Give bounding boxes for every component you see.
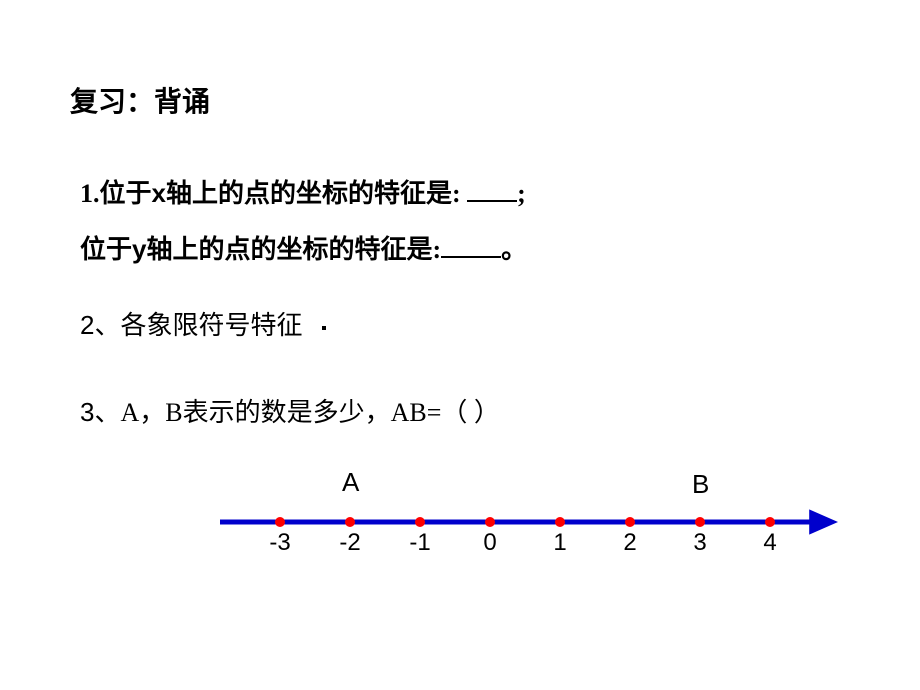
number-line-dot: [485, 517, 495, 527]
number-line-tick-label: 0: [483, 529, 496, 557]
question-1-line-1: 1.位于x轴上的点的坐标的特征是: ;: [80, 170, 860, 218]
number-line-dot: [695, 517, 705, 527]
number-line-tick-label: -2: [339, 529, 360, 557]
number-line-dot: [625, 517, 635, 527]
q1l1-post: ;: [517, 179, 526, 208]
number-line-tick-label: 4: [763, 529, 776, 557]
number-line-tick-label: -1: [409, 529, 430, 557]
q1l1-mid: 轴上的点的坐标的特征是:: [166, 179, 467, 208]
q1l2-pre: 位于: [80, 235, 132, 264]
q2-number: 2: [80, 310, 94, 340]
number-line-dot: [415, 517, 425, 527]
question-1-line-2: 位于y轴上的点的坐标的特征是: 。: [80, 226, 860, 274]
number-line-arrow-icon: [809, 510, 838, 535]
number-line-tick-label: 2: [623, 529, 636, 557]
review-heading: 复习：背诵: [70, 80, 860, 120]
q1-blank-1: [467, 200, 517, 202]
number-line-dot: [275, 517, 285, 527]
q3-number: 3: [80, 397, 94, 427]
q2-text: 、各象限符号特征: [94, 311, 302, 340]
q1l2-mid: 轴上的点的坐标的特征是:: [146, 235, 441, 264]
question-2: 2、各象限符号特征: [80, 302, 860, 350]
slide: 复习：背诵 1.位于x轴上的点的坐标的特征是: ; 位于y轴上的点的坐标的特征是…: [0, 0, 920, 627]
q1-blank-2: [441, 256, 501, 258]
number-line-dot: [555, 517, 565, 527]
number-line-tick-label: 1: [553, 529, 566, 557]
number-line-dot: [765, 517, 775, 527]
q3-text: 、A，B表示的数是多少，AB=（ ）: [94, 398, 499, 427]
number-line-svg: [210, 497, 850, 547]
q1l2-post: 。: [501, 235, 527, 264]
q1l1-axis-x: x: [152, 178, 166, 208]
number-line-tick-label: 3: [693, 529, 706, 557]
point-a-label: A: [342, 467, 359, 498]
q1l1-pre: 1.位于: [80, 179, 152, 208]
number-line-dot: [345, 517, 355, 527]
point-b-label: B: [692, 469, 709, 500]
question-3: 3、A，B表示的数是多少，AB=（ ）: [80, 389, 860, 437]
number-line-tick-label: -3: [269, 529, 290, 557]
number-line: -3 -2 -1 0 1 2 3 4 A B: [210, 467, 850, 587]
q1l2-axis-y: y: [132, 234, 146, 264]
separator-dot-icon: [322, 326, 326, 330]
